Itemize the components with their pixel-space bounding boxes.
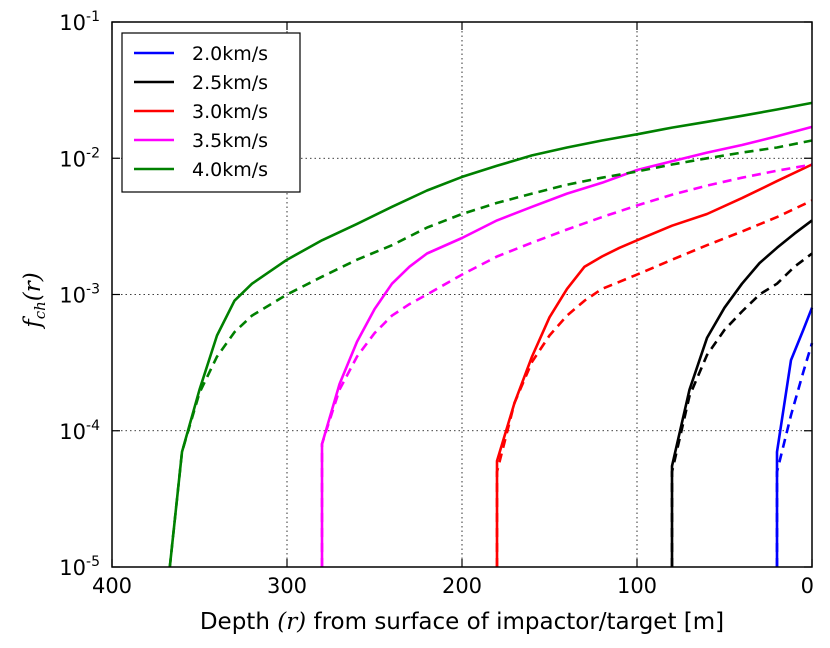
legend-box [121,32,301,193]
x-axis-label: Depth (r) from surface of impactor/targe… [200,609,724,635]
x-tick-label: 0 [801,574,814,598]
x-tick-label: 400 [92,574,132,598]
series-line-dashed [168,139,813,568]
series-line-dashed [670,252,813,567]
x-axis-label-math: (r) [277,609,306,635]
y-tick-label: 10-1 [59,9,100,35]
y-tick-base: 10 [59,420,86,444]
series-line-solid [168,101,813,568]
y-tick-label: 10-5 [59,554,100,580]
series-line-solid [775,307,814,567]
legend-label: 4.0km/s [192,159,268,181]
legend-label: 3.5km/s [192,130,268,152]
legend-label: 3.0km/s [192,101,268,123]
y-tick-base: 10 [59,147,86,171]
series-line-solid [495,163,813,567]
legend: 2.0km/s 2.5km/s 3.0km/s 3.5km/s 4.0km/s [121,32,301,193]
axis-ticks: 400 300 200 100 010-510-410-310-210-1 [59,9,814,598]
x-tick-label: 200 [442,574,482,598]
y-tick-exponent: -3 [86,282,100,298]
series-line-dashed [320,163,813,567]
y-tick-label: 10-4 [59,418,100,444]
y-tick-exponent: -4 [86,418,100,434]
legend-label: 2.5km/s [192,72,268,94]
y-tick-base: 10 [59,284,86,308]
y-tick-base: 10 [59,556,86,580]
y-tick-base: 10 [59,11,86,35]
legend-label: 2.0km/s [192,43,268,65]
y-tick-exponent: -5 [86,554,100,570]
y-tick-exponent: -1 [86,9,100,25]
y-tick-exponent: -2 [86,145,100,161]
x-tick-label: 100 [617,574,657,598]
x-axis-label-suffix: from surface of impactor/target [m] [306,609,724,635]
y-axis-label-arg: (r) [20,272,46,301]
y-axis-label-subscript: ch [31,301,49,319]
series-line-solid [320,125,813,567]
y-axis-label: fch(r) [20,272,49,330]
series-lines [168,101,814,568]
y-tick-label: 10-2 [59,145,100,171]
y-axis-label-main: f [20,316,46,330]
series-line-solid [670,219,813,567]
y-tick-label: 10-3 [59,282,100,308]
x-axis-label-prefix: Depth [200,609,277,635]
x-tick-label: 300 [267,574,307,598]
